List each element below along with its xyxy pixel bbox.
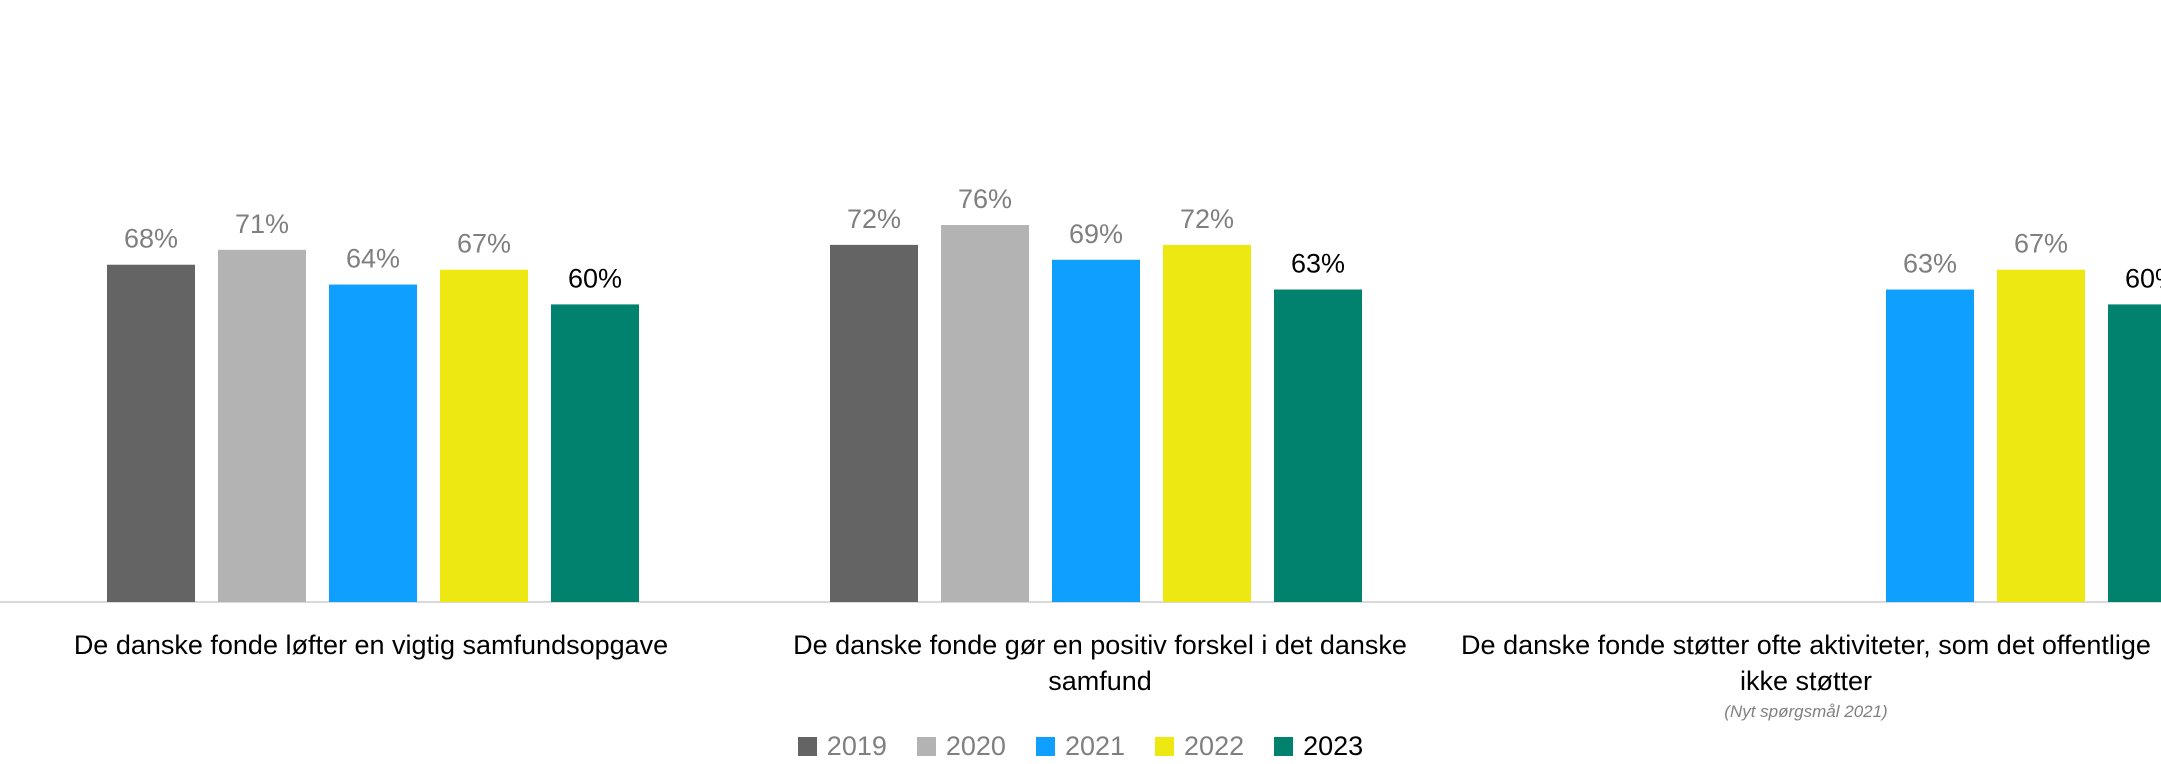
bar-2021-cat2	[1052, 259, 1140, 602]
category-note-3: (Nyt spørgsmål 2021)	[1724, 702, 1888, 721]
bar-2019-cat2	[830, 244, 918, 602]
data-label-2021-cat3: 63%	[1903, 249, 1957, 279]
legend-swatch-2020	[916, 736, 936, 756]
legend-swatch-2022	[1155, 736, 1175, 756]
legend-item-2019: 2019	[797, 730, 887, 762]
bar-2020-cat2	[941, 225, 1029, 603]
category-label-3: De danske fonde støtter ofte aktiviteter…	[1461, 630, 2151, 696]
legend-swatch-2023	[1274, 736, 1294, 756]
legend-item-2022: 2022	[1155, 731, 1244, 762]
legend-item-2023: 2023	[1274, 731, 1363, 762]
legend-swatch-2019	[797, 736, 817, 756]
bar-2023-cat3	[2108, 304, 2161, 602]
data-label-2021-cat2: 69%	[1069, 219, 1123, 249]
legend-label-2019: 2019	[826, 730, 887, 761]
data-label-2020-cat1: 71%	[235, 209, 289, 239]
data-label-2022-cat2: 72%	[1180, 204, 1234, 234]
bar-2022-cat2	[1163, 244, 1251, 602]
category-label-2: De danske fonde gør en positiv forskel i…	[793, 630, 1407, 696]
data-label-2022-cat1: 67%	[457, 229, 511, 259]
data-label-2022-cat3: 67%	[2014, 229, 2068, 259]
bar-2023-cat1	[551, 304, 639, 602]
data-label-2021-cat1: 64%	[346, 244, 400, 274]
bar-chart: 68% 71% 64% 67% 60% 72% 76% 69% 72% 63% 63% 67% 60%	[0, 184, 2161, 603]
bar-2023-cat2	[1274, 289, 1362, 602]
data-label-2023-cat2: 63%	[1291, 249, 1345, 279]
bar-2020-cat1	[218, 249, 306, 602]
bar-2022-cat3	[1997, 269, 2085, 602]
bar-2021-cat1	[329, 284, 417, 602]
legend-label-2020: 2020	[945, 730, 1006, 761]
data-label-2023-cat1: 60%	[568, 263, 622, 293]
legend: 2019 2020 2021 2022 2023	[0, 728, 2161, 764]
data-label-2020-cat2: 76%	[958, 184, 1012, 214]
data-label-2019-cat1: 68%	[124, 224, 178, 254]
legend-swatch-2021	[1035, 736, 1055, 756]
bar-2021-cat3	[1886, 289, 1974, 602]
legend-item-2020: 2020	[916, 730, 1006, 762]
legend-label-2021: 2021	[1064, 730, 1126, 761]
category-label-1: De danske fonde løfter en vigtig samfund…	[73, 630, 669, 660]
legend-label-2023: 2023	[1303, 730, 1364, 761]
bar-2019-cat1	[107, 264, 195, 602]
data-label-2019-cat2: 72%	[847, 204, 901, 234]
legend-item-2021: 2021	[1035, 730, 1126, 762]
bar-2022-cat1	[440, 269, 528, 602]
legend-label-2022: 2022	[1184, 730, 1245, 761]
data-label-2023-cat3: 60%	[2125, 263, 2161, 293]
